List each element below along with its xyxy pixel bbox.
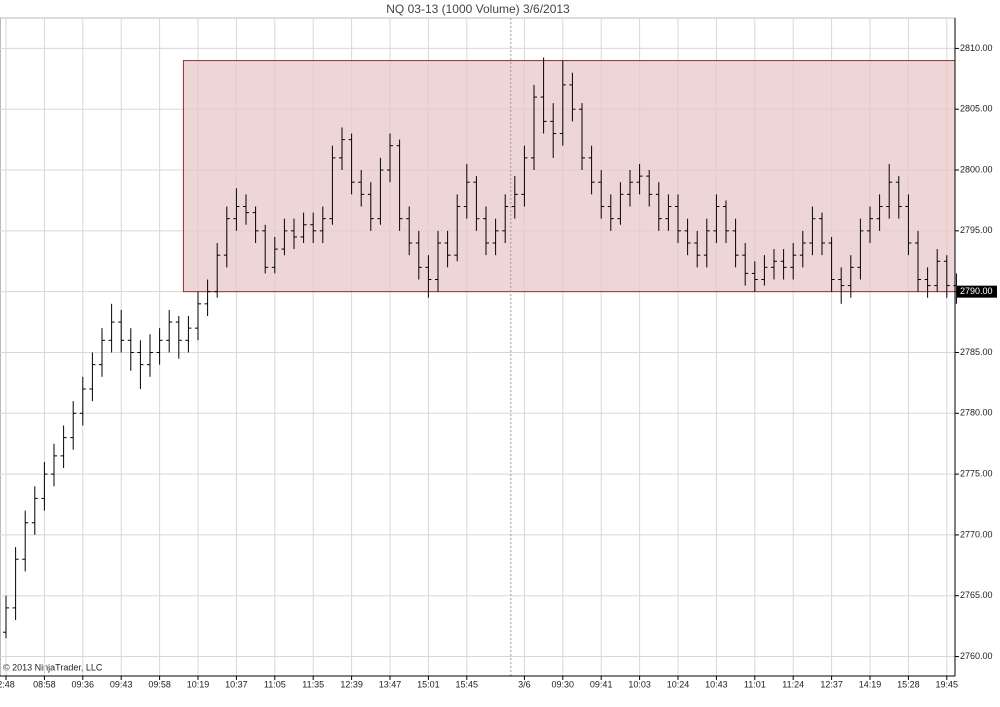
- x-tick-label: 13:47: [379, 679, 402, 689]
- x-tick-label: 11:05: [264, 679, 286, 689]
- x-tick-label: 10:19: [187, 679, 210, 689]
- x-tick-label: 2:48: [0, 679, 15, 689]
- y-tick-label: 2770.00: [960, 529, 993, 539]
- x-tick-label: 10:43: [705, 679, 728, 689]
- y-tick-label: 2805.00: [960, 104, 993, 114]
- x-tick-label: 15:01: [417, 679, 440, 689]
- x-tick-label: 12:37: [820, 679, 843, 689]
- x-tick-label: 08:58: [33, 679, 56, 689]
- x-tick-label: 15:28: [897, 679, 920, 689]
- y-tick-label: 2780.00: [960, 408, 993, 418]
- y-tick-label: 2800.00: [960, 164, 993, 174]
- x-tick-label: 19:45: [936, 679, 959, 689]
- y-tick-label: 2760.00: [960, 651, 993, 661]
- y-tick-label: 2785.00: [960, 347, 993, 357]
- price-zone: [182, 60, 956, 293]
- y-tick-label: 2810.00: [960, 43, 993, 53]
- x-tick-label: 09:30: [552, 679, 575, 689]
- y-tick-label: 2765.00: [960, 590, 993, 600]
- x-tick-label: 09:43: [110, 679, 133, 689]
- x-tick-label: 12:39: [340, 679, 363, 689]
- x-tick-label: 3/6: [518, 679, 531, 689]
- x-tick-label: 14:19: [859, 679, 882, 689]
- x-tick-label: 10:24: [667, 679, 690, 689]
- x-tick-label: 15:45: [456, 679, 479, 689]
- last-price-label: 2790.00: [960, 286, 993, 296]
- chart-title: NQ 03-13 (1000 Volume) 3/6/2013: [386, 2, 570, 16]
- x-tick-label: 10:37: [225, 679, 248, 689]
- y-tick-label: 2795.00: [960, 225, 993, 235]
- x-tick-label: 11:35: [302, 679, 324, 689]
- x-tick-label: 09:41: [590, 679, 613, 689]
- x-tick-label: 11:01: [744, 679, 766, 689]
- last-price-box: [957, 285, 997, 298]
- x-tick-label: 09:36: [72, 679, 95, 689]
- x-tick-label: 09:58: [148, 679, 171, 689]
- y-tick-label: 2775.00: [960, 468, 993, 478]
- x-tick-label: 10:03: [628, 679, 651, 689]
- copyright: © 2013 NinjaTrader, LLC: [3, 662, 103, 672]
- x-tick-label: 11:24: [782, 679, 804, 689]
